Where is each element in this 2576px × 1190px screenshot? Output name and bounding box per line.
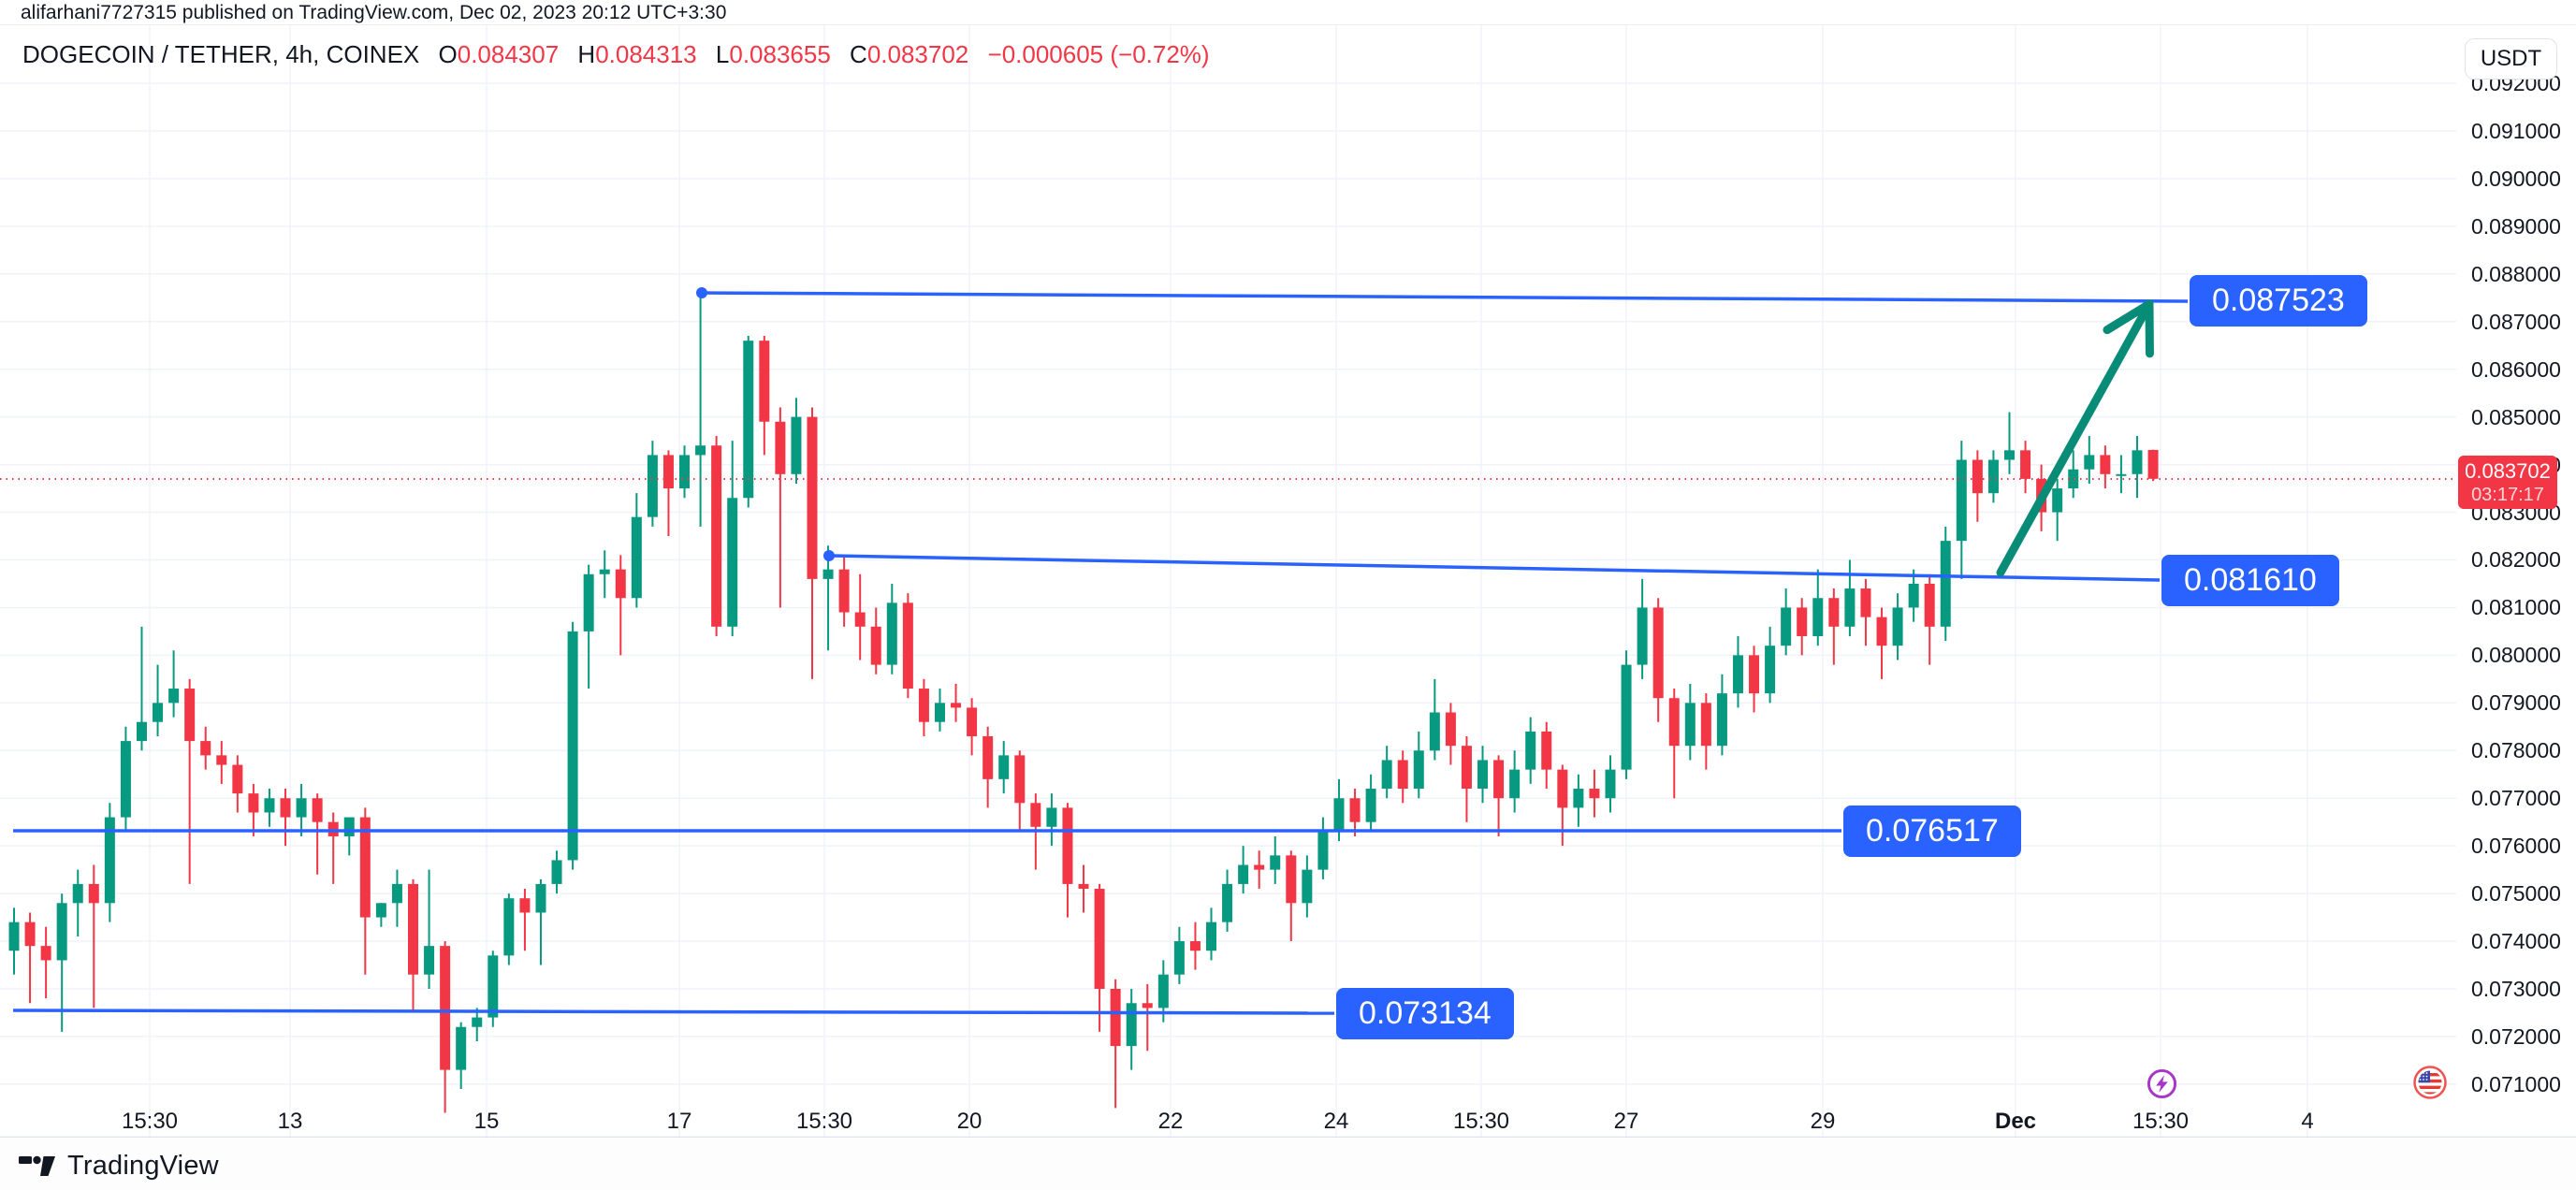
- time-axis-label: 27: [1613, 1109, 1639, 1134]
- time-axis-label: 15:30: [1452, 1109, 1510, 1134]
- high-label: H: [577, 40, 596, 68]
- time-axis-label: 22: [1157, 1109, 1184, 1134]
- price-axis-label: 0.077000: [2471, 786, 2561, 811]
- currency-toggle-button[interactable]: USDT: [2465, 38, 2557, 80]
- price-axis-label: 0.071000: [2471, 1071, 2561, 1096]
- price-line-label: 0.073134: [1336, 988, 1514, 1039]
- price-axis-label: 0.089000: [2471, 213, 2561, 239]
- price-axis-label: 0.076000: [2471, 834, 2561, 859]
- time-axis-label: 15:30: [121, 1109, 179, 1134]
- price-axis-label: 0.091000: [2471, 119, 2561, 143]
- close-label: C: [850, 40, 867, 68]
- price-axis-label: 0.074000: [2471, 929, 2561, 954]
- time-axis-label: 17: [666, 1109, 692, 1134]
- tradingview-logo[interactable]: TradingView: [19, 1151, 219, 1182]
- time-axis-label: 15:30: [795, 1109, 853, 1134]
- time-axis-label: 13: [277, 1109, 303, 1134]
- time-axis-label: 20: [956, 1109, 982, 1134]
- footer-bar: TradingView: [0, 1138, 2576, 1190]
- current-price-label: 0.083702 03:17:17: [2458, 456, 2557, 510]
- price-axis-label: 0.072000: [2471, 1023, 2561, 1049]
- price-line-label: 0.087523: [2190, 275, 2367, 327]
- price-axis-label: 0.081000: [2471, 595, 2561, 620]
- open-label: O: [438, 40, 458, 68]
- price-axis-label: 0.078000: [2471, 738, 2561, 763]
- price-axis-label: 0.088000: [2471, 261, 2561, 286]
- price-axis-label: 0.086000: [2471, 356, 2561, 382]
- symbol-header: DOGECOIN / TETHER, 4h, COINEX O0.084307 …: [22, 40, 1210, 69]
- chart-area: DOGECOIN / TETHER, 4h, COINEX O0.084307 …: [0, 25, 2576, 1138]
- lightning-marker-icon[interactable]: [2147, 1068, 2177, 1104]
- price-axis-label: 0.082000: [2471, 547, 2561, 573]
- candle-countdown: 03:17:17: [2471, 485, 2544, 506]
- price-line-label: 0.076517: [1843, 805, 2021, 857]
- current-price-value: 0.083702: [2465, 459, 2551, 483]
- low-value: 0.083655: [729, 40, 831, 68]
- change-value: −0.000605 (−0.72%): [987, 40, 1210, 68]
- open-value: 0.084307: [457, 40, 560, 68]
- us-flag-icon[interactable]: [2413, 1066, 2447, 1104]
- price-line-label: 0.081610: [2161, 555, 2339, 606]
- time-axis-label: 4: [2301, 1109, 2314, 1134]
- price-axis-label: 0.073000: [2471, 976, 2561, 1001]
- symbol-title: DOGECOIN / TETHER, 4h, COINEX: [22, 40, 420, 68]
- time-axis-label: Dec: [1994, 1109, 2037, 1134]
- price-axis-label: 0.079000: [2471, 690, 2561, 716]
- close-value: 0.083702: [866, 40, 969, 68]
- price-axis-label: 0.087000: [2471, 309, 2561, 334]
- time-axis-label: 15: [473, 1109, 500, 1134]
- attribution-bar: alifarhani7727315 published on TradingVi…: [0, 0, 2576, 25]
- time-axis-label: 24: [1323, 1109, 1349, 1134]
- price-axis-label: 0.090000: [2471, 166, 2561, 191]
- low-label: L: [715, 40, 730, 68]
- time-axis-label: 15:30: [2132, 1109, 2190, 1134]
- time-axis-label: 29: [1810, 1109, 1836, 1134]
- tradingview-wordmark: TradingView: [67, 1151, 219, 1181]
- price-axis-label: 0.085000: [2471, 404, 2561, 429]
- tradingview-logo-icon: [19, 1155, 55, 1176]
- price-axis-label: 0.080000: [2471, 643, 2561, 668]
- candlestick-chart[interactable]: [0, 25, 2576, 1138]
- price-axis-label: 0.075000: [2471, 881, 2561, 907]
- high-value: 0.084313: [595, 40, 697, 68]
